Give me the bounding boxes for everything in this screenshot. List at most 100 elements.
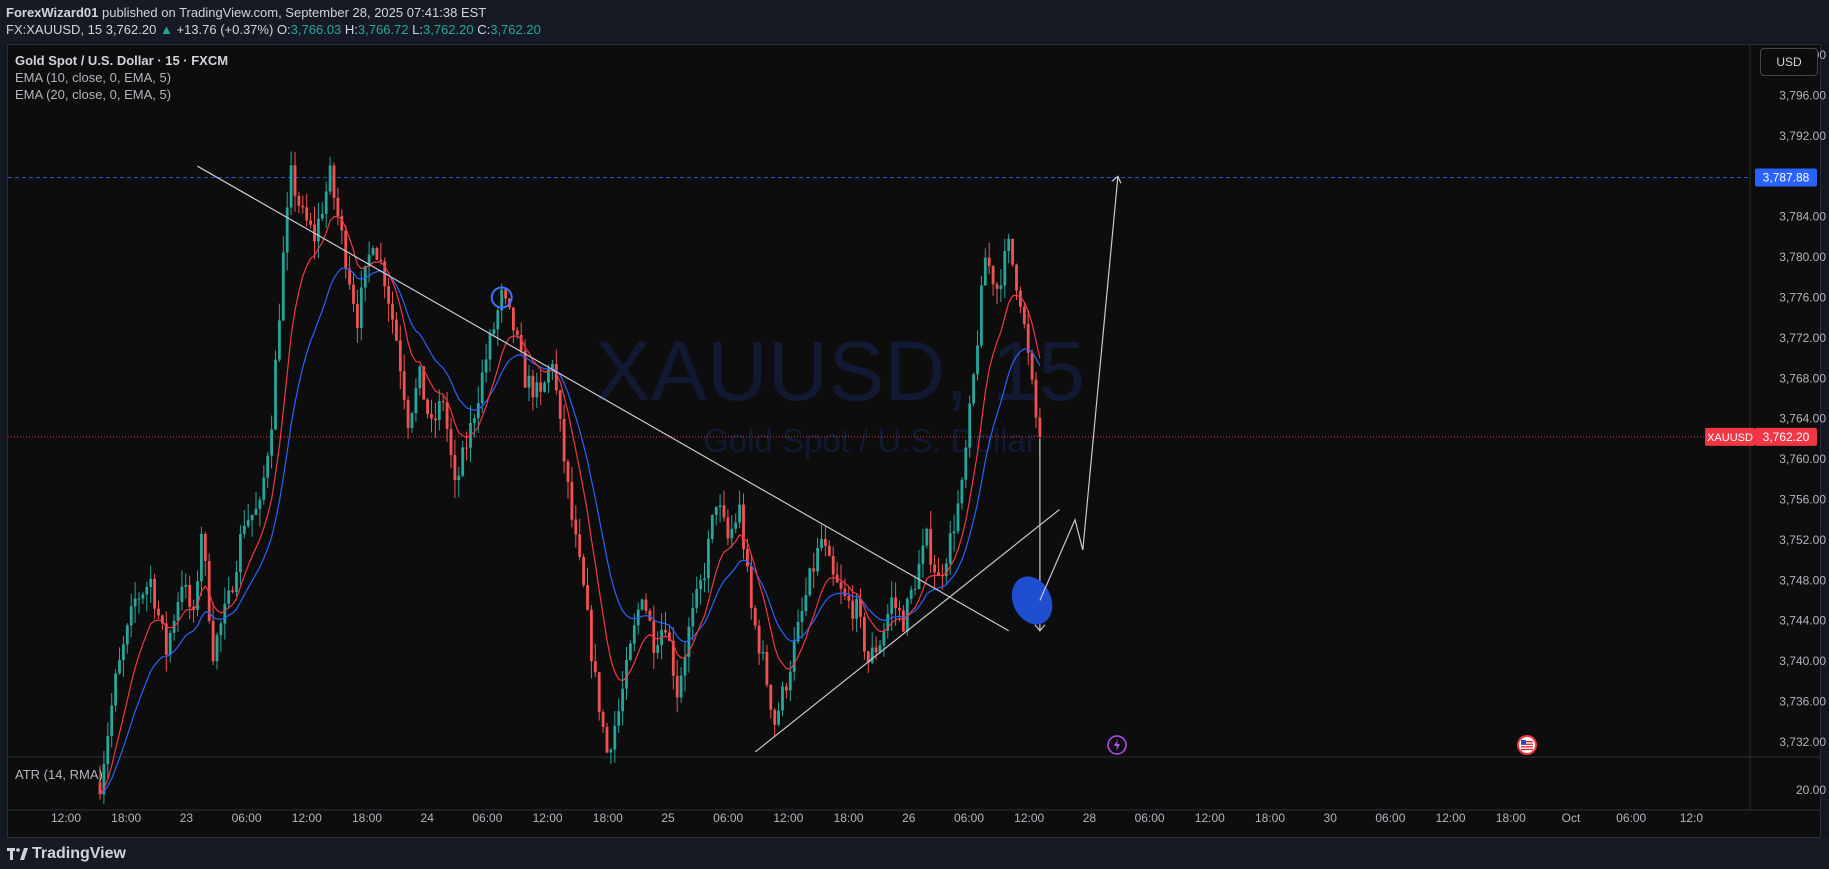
candle-body xyxy=(1026,324,1030,353)
legend-ema-10[interactable]: EMA (10, close, 0, EMA, 5) xyxy=(15,70,172,85)
candle-body xyxy=(1007,238,1011,252)
time-tick-label: 12:0 xyxy=(1680,811,1704,825)
candle-body xyxy=(695,589,699,608)
lightning-event-icon[interactable] xyxy=(1107,735,1127,755)
candle-body xyxy=(714,506,718,516)
candle-body xyxy=(1038,417,1042,437)
author-name[interactable]: ForexWizard01 xyxy=(6,5,99,20)
price-tick-label: 3,768.00 xyxy=(1779,371,1826,385)
level-price-tag[interactable] xyxy=(1755,168,1817,187)
candle-body xyxy=(527,375,531,388)
price-tick-label: 3,764.00 xyxy=(1779,412,1826,426)
candle-body xyxy=(558,390,562,419)
candle-body xyxy=(671,640,675,676)
candle-body xyxy=(285,207,289,253)
candle-body xyxy=(379,259,383,262)
flag-canton xyxy=(1521,740,1526,745)
time-tick-label: 23 xyxy=(180,811,194,825)
candle-body xyxy=(917,563,921,589)
descending-trendline[interactable] xyxy=(197,165,1009,632)
candle-body xyxy=(898,608,901,611)
candle-body xyxy=(211,620,215,662)
last-price: 3,762.20 xyxy=(105,22,157,37)
candle-body xyxy=(582,556,585,586)
publication-header: ForexWizard01 published on TradingView.c… xyxy=(0,0,1829,42)
candle-body xyxy=(262,477,266,500)
time-tick-label: 12:00 xyxy=(1195,811,1225,825)
candle-body xyxy=(749,566,753,609)
candle-body xyxy=(161,615,164,624)
candle-body xyxy=(476,403,480,419)
atr-indicator-label[interactable]: ATR (14, RMA) xyxy=(15,767,103,782)
legend-symbol-title[interactable]: Gold Spot / U.S. Dollar · 15 · FXCM xyxy=(15,53,229,68)
candle-body xyxy=(340,216,344,231)
published-text: published on TradingView.com, September … xyxy=(101,5,487,20)
candle-body xyxy=(328,165,332,192)
candle-body xyxy=(983,257,987,286)
candle-body xyxy=(683,656,687,676)
candle-body xyxy=(430,414,433,419)
candle-body xyxy=(870,647,874,663)
price-tick-label: 3,748.00 xyxy=(1779,573,1826,587)
candle-body xyxy=(387,286,390,304)
currency-button[interactable]: USD xyxy=(1760,48,1818,76)
circle-marker[interactable] xyxy=(490,286,513,309)
candle-body xyxy=(480,372,484,404)
candle-body xyxy=(601,712,605,727)
candle-body xyxy=(597,672,601,713)
price-tick-label: 3,760.00 xyxy=(1779,452,1826,466)
candle-body xyxy=(847,596,851,601)
ema-20-line[interactable] xyxy=(99,267,1041,795)
candle-body xyxy=(1011,238,1014,265)
time-tick-label: 06:00 xyxy=(1616,811,1646,825)
time-tick-label: 18:00 xyxy=(1496,811,1526,825)
candle-body xyxy=(1030,352,1034,380)
candle-body xyxy=(995,284,999,289)
low-value: 3,762.20 xyxy=(422,22,474,37)
chart-panel[interactable] xyxy=(7,44,1821,838)
candle-body xyxy=(317,218,320,242)
candle-body xyxy=(991,266,995,285)
ema-10-line[interactable] xyxy=(99,215,1041,795)
candle-body xyxy=(164,623,168,655)
candle-body xyxy=(406,400,410,428)
symbol-summary: FX:XAUUSD, 15 3,762.20 ▲ +13.76 (+0.37%)… xyxy=(6,22,541,37)
candle-body xyxy=(250,514,254,521)
candle-body xyxy=(777,710,780,725)
footer-bar: TradingView xyxy=(0,838,1829,869)
ascending-trendline[interactable] xyxy=(754,509,1060,753)
candle-body xyxy=(839,582,843,589)
time-tick-label: 12:00 xyxy=(292,811,322,825)
projected-path[interactable] xyxy=(1039,176,1119,601)
price-change: +13.76 (+0.37%) xyxy=(176,22,274,37)
us-flag-event-icon[interactable] xyxy=(1517,735,1537,755)
flag-stripe xyxy=(1521,748,1533,751)
candle-body xyxy=(449,428,453,456)
candle-body xyxy=(788,671,792,691)
candle-body xyxy=(948,533,952,564)
candle-body xyxy=(691,607,695,627)
up-arrow-icon: ▲ xyxy=(159,22,173,37)
candle-body xyxy=(890,597,894,614)
candle-body xyxy=(855,599,858,619)
candle-body xyxy=(827,545,831,556)
candle-body xyxy=(621,688,624,712)
candle-body xyxy=(851,600,855,619)
candle-body xyxy=(352,284,355,304)
time-tick-label: 26 xyxy=(902,811,916,825)
candle-body xyxy=(765,651,769,685)
tradingview-brand[interactable]: TradingView xyxy=(32,845,126,862)
close-value: 3,762.20 xyxy=(490,22,541,37)
candle-body xyxy=(668,632,671,641)
atr-value-label: 20.00 xyxy=(1796,783,1826,797)
candle-body xyxy=(274,359,277,430)
candle-body xyxy=(644,599,648,611)
candle-body xyxy=(336,197,340,217)
candle-body xyxy=(434,418,437,421)
candle-body xyxy=(102,764,106,795)
legend-ema-20[interactable]: EMA (20, close, 0, EMA, 5) xyxy=(15,87,172,102)
candle-body xyxy=(547,368,550,383)
price-tick-label: 3,780.00 xyxy=(1779,250,1826,264)
target-zone-ellipse[interactable] xyxy=(1004,570,1060,631)
